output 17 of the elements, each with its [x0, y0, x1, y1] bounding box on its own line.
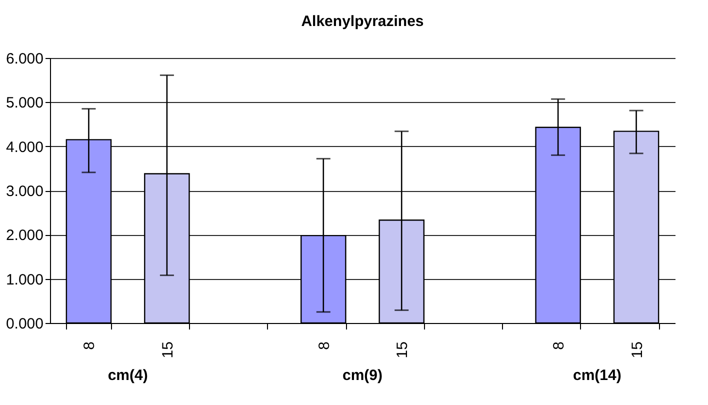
text: cm(9)	[342, 367, 383, 384]
text: cm(4)	[108, 367, 148, 384]
x-tick-label: 15	[394, 342, 412, 358]
x-tick-label: 15	[628, 342, 646, 358]
x-tick-label: 15	[159, 342, 176, 358]
y-tick-label: 0.000	[6, 316, 44, 332]
y-tick-label: 1.000	[6, 271, 44, 288]
y-tick-label: 2.000	[6, 227, 44, 244]
text: cm(14)	[572, 367, 622, 384]
y-tick-label: 4.000	[6, 138, 44, 156]
x-tick-label: 8	[550, 342, 568, 350]
y-tick-label: 6.000	[6, 50, 44, 68]
x-tick-label: 8	[81, 342, 98, 350]
y-tick-label: 3.000	[6, 183, 44, 200]
chart-title: Alkenylpyrazines	[301, 13, 424, 30]
y-tick-label: 5.000	[6, 94, 44, 112]
x-tick-label: 8	[316, 342, 333, 350]
